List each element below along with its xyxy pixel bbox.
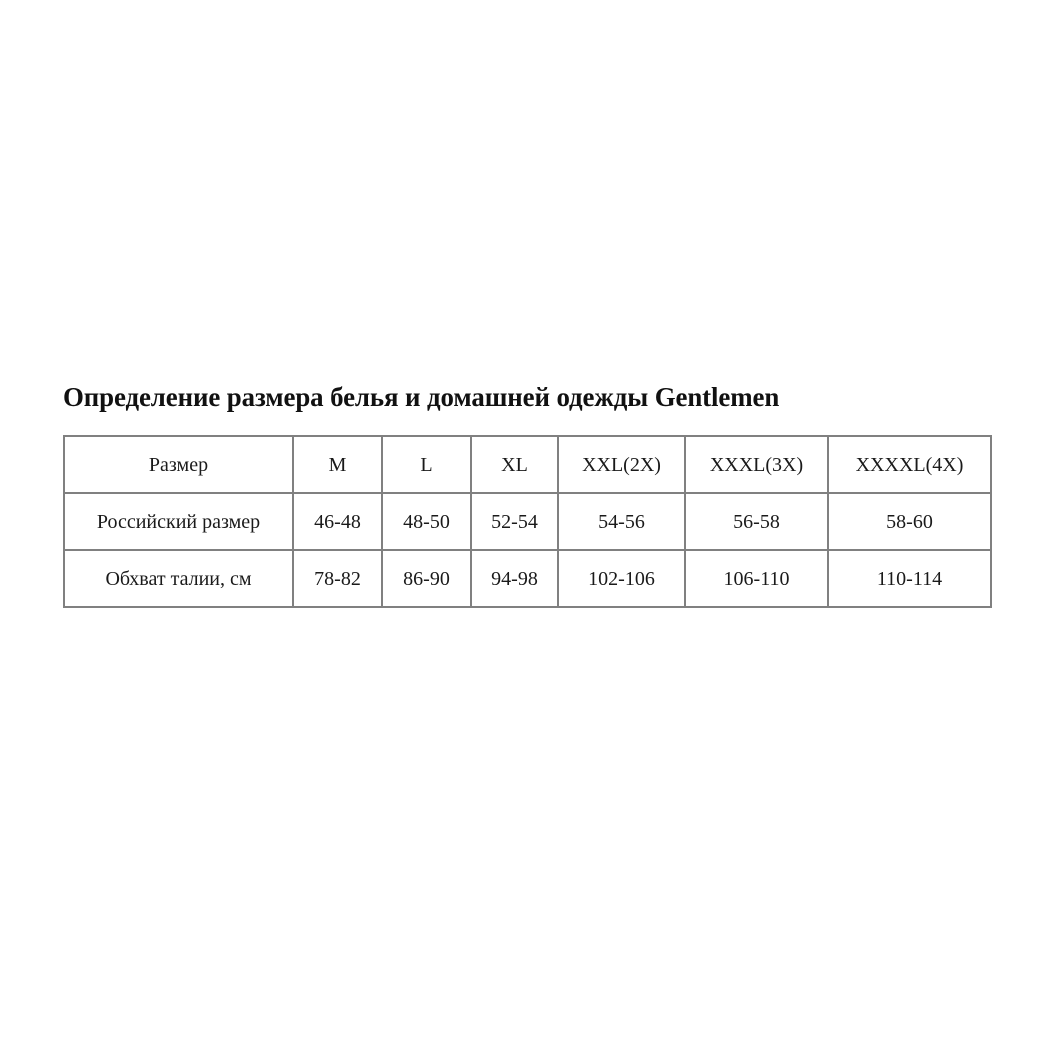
cell-russian-size-xxl: 54-56 (557, 492, 686, 551)
column-header-xxxl: XXXL(3X) (684, 435, 829, 494)
cell-russian-size-m: 46-48 (292, 492, 383, 551)
page-title: Определение размера белья и домашней оде… (63, 382, 780, 412)
cell-waist-m: 78-82 (292, 549, 383, 608)
column-header-xxxxl: XXXXL(4X) (827, 435, 992, 494)
table-row: Российский размер 46-48 48-50 52-54 54-5… (63, 492, 992, 551)
column-header-xxl: XXL(2X) (557, 435, 686, 494)
row-label-waist-circumference: Обхват талии, см (63, 549, 294, 608)
column-header-size-label: Размер (63, 435, 294, 494)
cell-russian-size-xl: 52-54 (470, 492, 559, 551)
cell-waist-xxxl: 106-110 (684, 549, 829, 608)
table-header-row: Размер M L XL XXL(2X) XXXL(3X) XXXXL(4X) (63, 435, 992, 494)
cell-waist-xxl: 102-106 (557, 549, 686, 608)
size-chart-table: Размер M L XL XXL(2X) XXXL(3X) XXXXL(4X)… (63, 435, 992, 608)
column-header-m: M (292, 435, 383, 494)
cell-waist-xxxxl: 110-114 (827, 549, 992, 608)
cell-russian-size-xxxxl: 58-60 (827, 492, 992, 551)
row-label-russian-size: Российский размер (63, 492, 294, 551)
cell-russian-size-xxxl: 56-58 (684, 492, 829, 551)
cell-russian-size-l: 48-50 (381, 492, 472, 551)
column-header-l: L (381, 435, 472, 494)
table-row: Обхват талии, см 78-82 86-90 94-98 102-1… (63, 549, 992, 608)
column-header-xl: XL (470, 435, 559, 494)
cell-waist-l: 86-90 (381, 549, 472, 608)
cell-waist-xl: 94-98 (470, 549, 559, 608)
size-chart-block: Определение размера белья и домашней оде… (63, 380, 1030, 608)
